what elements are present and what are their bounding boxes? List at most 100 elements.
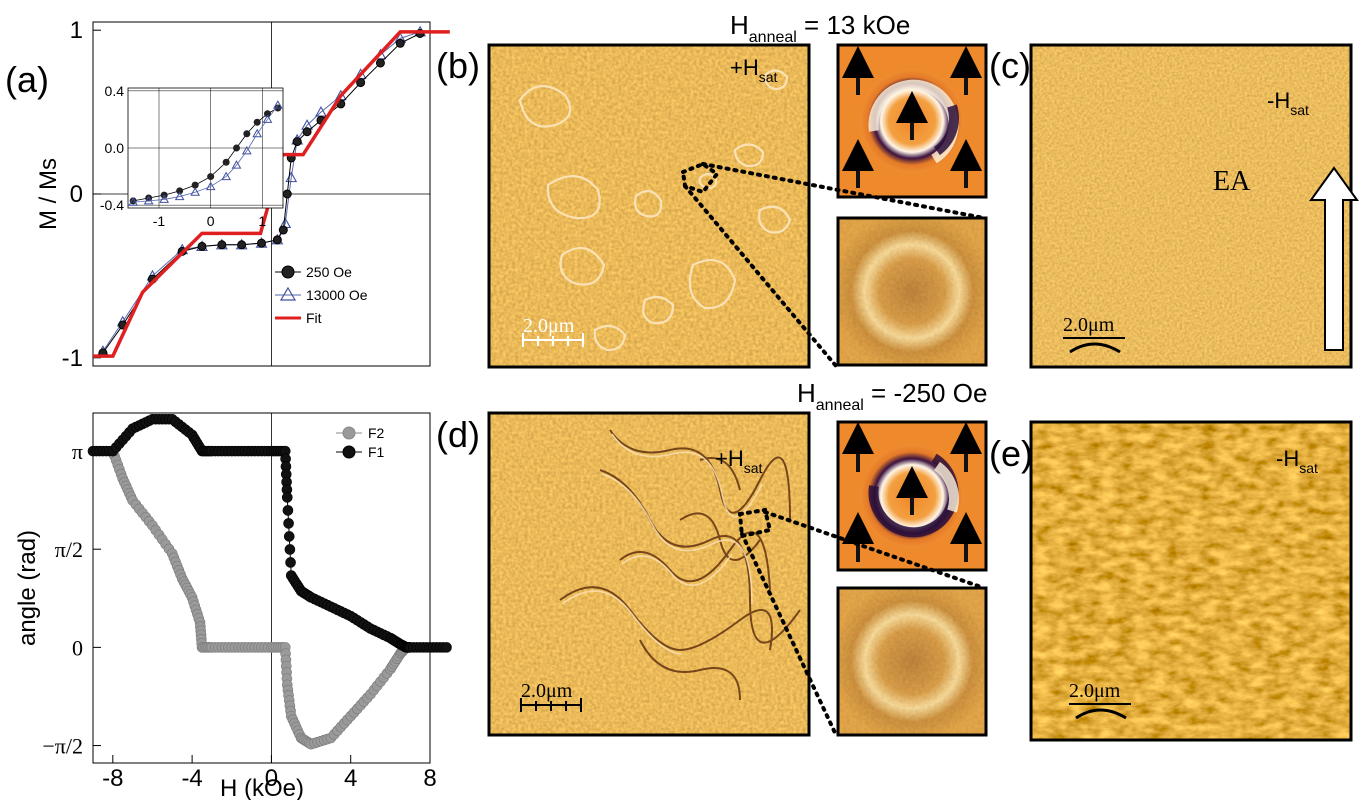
vortex-schematic-bottom [836,420,988,572]
mag-y-ticks: 1 0 -1 [62,17,101,372]
inset-point-250 [207,173,215,181]
legend-label-250: 250 Oe [306,264,352,280]
legend-marker-f1 [342,445,356,459]
point-250 [237,240,247,250]
inset-point-250 [253,118,261,126]
panel-label-e: (e) [989,433,1033,474]
inset-x-tick-label: -1 [153,213,166,229]
easy-axis-label: EA [1213,166,1251,197]
legend-label-f1: F1 [368,444,385,460]
angle-point-f1 [283,531,295,542]
inset-point-13000 [231,160,242,169]
angle-y-tick-label: 0 [72,635,83,660]
inset-point-13000 [159,194,170,203]
angle-xlabel: H (kOe) [220,775,304,800]
angle-point-f1 [283,518,294,529]
chart-angle: π π/2 0 −π/2 -8 -4 0 4 8 angle (rad) H (kOe) F2 … [14,412,452,800]
header-anneal-250oe: Hanneal = -250 Oe [797,378,987,414]
legend-marker-f2 [342,426,356,440]
inset-point-13000 [221,171,232,181]
inset-series [128,100,283,206]
field-label-c: -Hsat [1267,88,1309,118]
angle-y-tick-label: π/2 [55,537,83,562]
scale-bar-c: 2.0μm [1063,314,1125,354]
afm-image-c [1029,43,1353,369]
inset-ticks: -1 0 1 0.4 0.0 -0.4 [100,83,267,229]
angle-plot-frame [92,412,431,764]
easy-axis-arrow [1309,166,1359,351]
inset-point-250 [191,181,199,189]
scale-bar-b: 2.0μm [522,315,584,347]
inset-grid [128,88,283,208]
mag-legend: 250 Oe 13000 Oe Fit [275,264,368,326]
angle-legend: F2 F1 [336,425,385,460]
inset-point-250 [129,197,137,205]
legend-marker-13000 [279,286,297,301]
inset-x-tick-label: 1 [258,213,266,229]
point-250 [395,38,405,48]
angle-x-tick-label: 0 [265,765,278,792]
angle-ticks: π π/2 0 −π/2 -8 -4 0 4 8 [42,439,436,792]
inset-x-tick-label: 0 [207,213,215,229]
inset-point-250 [222,158,230,166]
scale-bar-d: 2.0μm [520,680,582,712]
panel-label-d: (d) [436,414,480,455]
afm-image-e [1029,420,1353,742]
svg-text:2.0μm: 2.0μm [1063,314,1115,336]
inset-y-tick-label: 0.4 [105,83,125,99]
field-label-e: -Hsat [1276,446,1318,476]
point-250 [278,225,288,235]
angle-ylabel: angle (rad) [14,530,41,646]
point-250 [217,240,227,250]
zoom-image-b [836,216,988,367]
header-anneal-13koe: Hanneal = 13 kOe [730,10,910,46]
inset-y-tick-label: -0.4 [100,197,124,213]
inset-point-13000 [252,128,263,138]
legend-label-fit: Fit [306,310,322,326]
inset-point-250 [264,110,271,118]
legend-marker-250 [281,265,295,279]
inset-point-13000 [241,145,252,155]
zoom-connector-d [737,507,986,737]
point-250 [302,127,312,137]
inset-y-tick-label: 0.0 [105,140,125,156]
inset-point-13000 [128,197,139,206]
mag-series [93,25,450,358]
mag-y-tick-label: 1 [70,17,83,44]
angle-point-f1 [285,557,296,568]
point-250 [197,241,207,251]
scale-bar-e: 2.0μm [1069,680,1131,720]
mag-ylabel: M / Ms [35,158,62,230]
angle-point-f1 [284,544,296,555]
inset-point-13000 [143,195,154,205]
mag-y-tick-label: 0 [70,181,83,208]
field-label-b: +Hsat [730,55,778,85]
inset-point-13000 [272,100,283,109]
svg-text:2.0μm: 2.0μm [523,315,575,337]
field-label-d: +Hsat [715,446,763,476]
legend-label-f2: F2 [368,425,385,441]
afm-image-b [487,43,811,369]
angle-x-tick-label: 8 [423,765,436,792]
vortex-schematic-top [836,43,988,199]
angle-point-f1 [282,505,294,516]
inset-point-13000 [174,191,185,201]
mag-inset: -1 0 1 0.4 0.0 -0.4 [100,83,284,229]
zoom-image-d [836,586,988,737]
angle-point-f1 [441,642,452,653]
angle-x-tick-label: -4 [181,765,202,792]
afm-image-d [487,411,811,737]
panel-label-b: (b) [436,45,480,86]
inset-point-13000 [262,114,273,123]
inset-point-13000 [190,187,201,196]
angle-x-tick-label: 4 [344,765,357,792]
mag-y-tick-label: -1 [62,345,83,372]
point-250 [292,137,302,147]
point-250 [282,189,292,199]
point-250 [375,58,385,68]
angle-y-tick-label: π [72,439,83,464]
legend-label-13000: 13000 Oe [306,287,368,303]
inset-point-250 [176,187,184,195]
svg-text:2.0μm: 2.0μm [1069,680,1121,702]
